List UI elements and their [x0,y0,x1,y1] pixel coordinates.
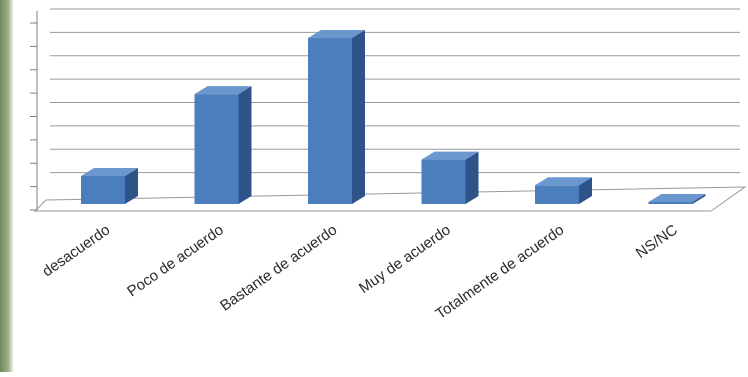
bar-front [649,202,693,204]
bar-front [81,176,125,204]
bar-front [422,160,466,204]
bar-side [466,152,479,204]
category-label: desacuerdo [39,221,113,280]
bar-side [352,30,365,204]
category-label: NS/NC [633,221,681,262]
category-label: Bastante de acuerdo [217,221,340,314]
bar-front [308,38,352,204]
category-label: Poco de acuerdo [124,221,227,300]
bar-front [195,94,239,204]
bar-side [239,86,252,204]
chart-floor [35,187,745,211]
category-label: Totalmente de acuerdo [433,221,568,322]
category-label: Muy de acuerdo [356,221,454,297]
bar-front [535,185,579,204]
